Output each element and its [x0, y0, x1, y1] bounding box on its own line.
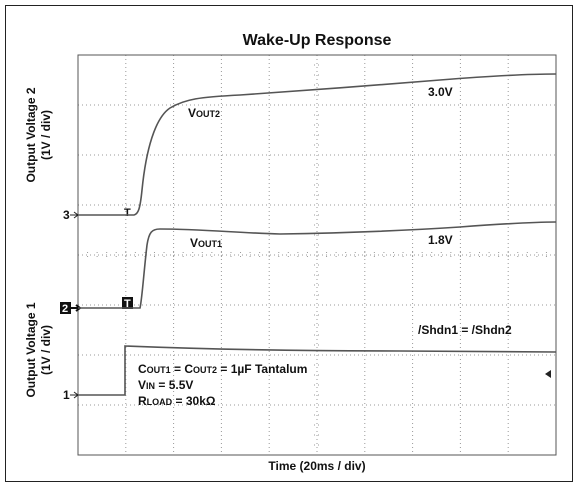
trigger-marker: T: [124, 298, 131, 310]
vout1-trace: [78, 221, 557, 309]
cout-condition: COUT1 = COUT2 = 1µF Tantalum: [138, 362, 307, 376]
outer-frame: [5, 5, 573, 482]
chart-title: Wake-Up Response: [243, 32, 392, 49]
channel-marker: 1: [63, 388, 70, 402]
shdn-trace: [78, 345, 557, 396]
vout2-trace: [78, 73, 557, 216]
trigger-marker: T: [124, 207, 131, 219]
vout2-label: VOUT2: [188, 106, 220, 120]
trigger-level-arrow: [545, 370, 551, 378]
graticule-border: [77, 54, 557, 456]
vin-condition: VIN = 5.5V: [138, 378, 193, 392]
vout2-level: 3.0V: [428, 85, 453, 99]
channel-marker-box: [60, 302, 71, 314]
y-label-top-unit: (1V / div): [39, 110, 53, 160]
vout1-level: 1.8V: [428, 233, 453, 247]
y-label-bottom: Output Voltage 1: [24, 302, 38, 397]
x-label: Time (20ms / div): [268, 459, 365, 473]
y-label-bottom-unit: (1V / div): [39, 325, 53, 375]
channel-marker: 2: [62, 303, 68, 315]
vout1-label: VOUT1: [190, 236, 222, 250]
channel-marker: 3: [63, 208, 70, 222]
rload-condition: RLOAD = 30kΩ: [138, 394, 216, 408]
shdn-label: /Shdn1 = /Shdn2: [418, 323, 512, 337]
trigger-marker-box: [122, 297, 133, 309]
y-label-top: Output Voltage 2: [24, 87, 38, 182]
